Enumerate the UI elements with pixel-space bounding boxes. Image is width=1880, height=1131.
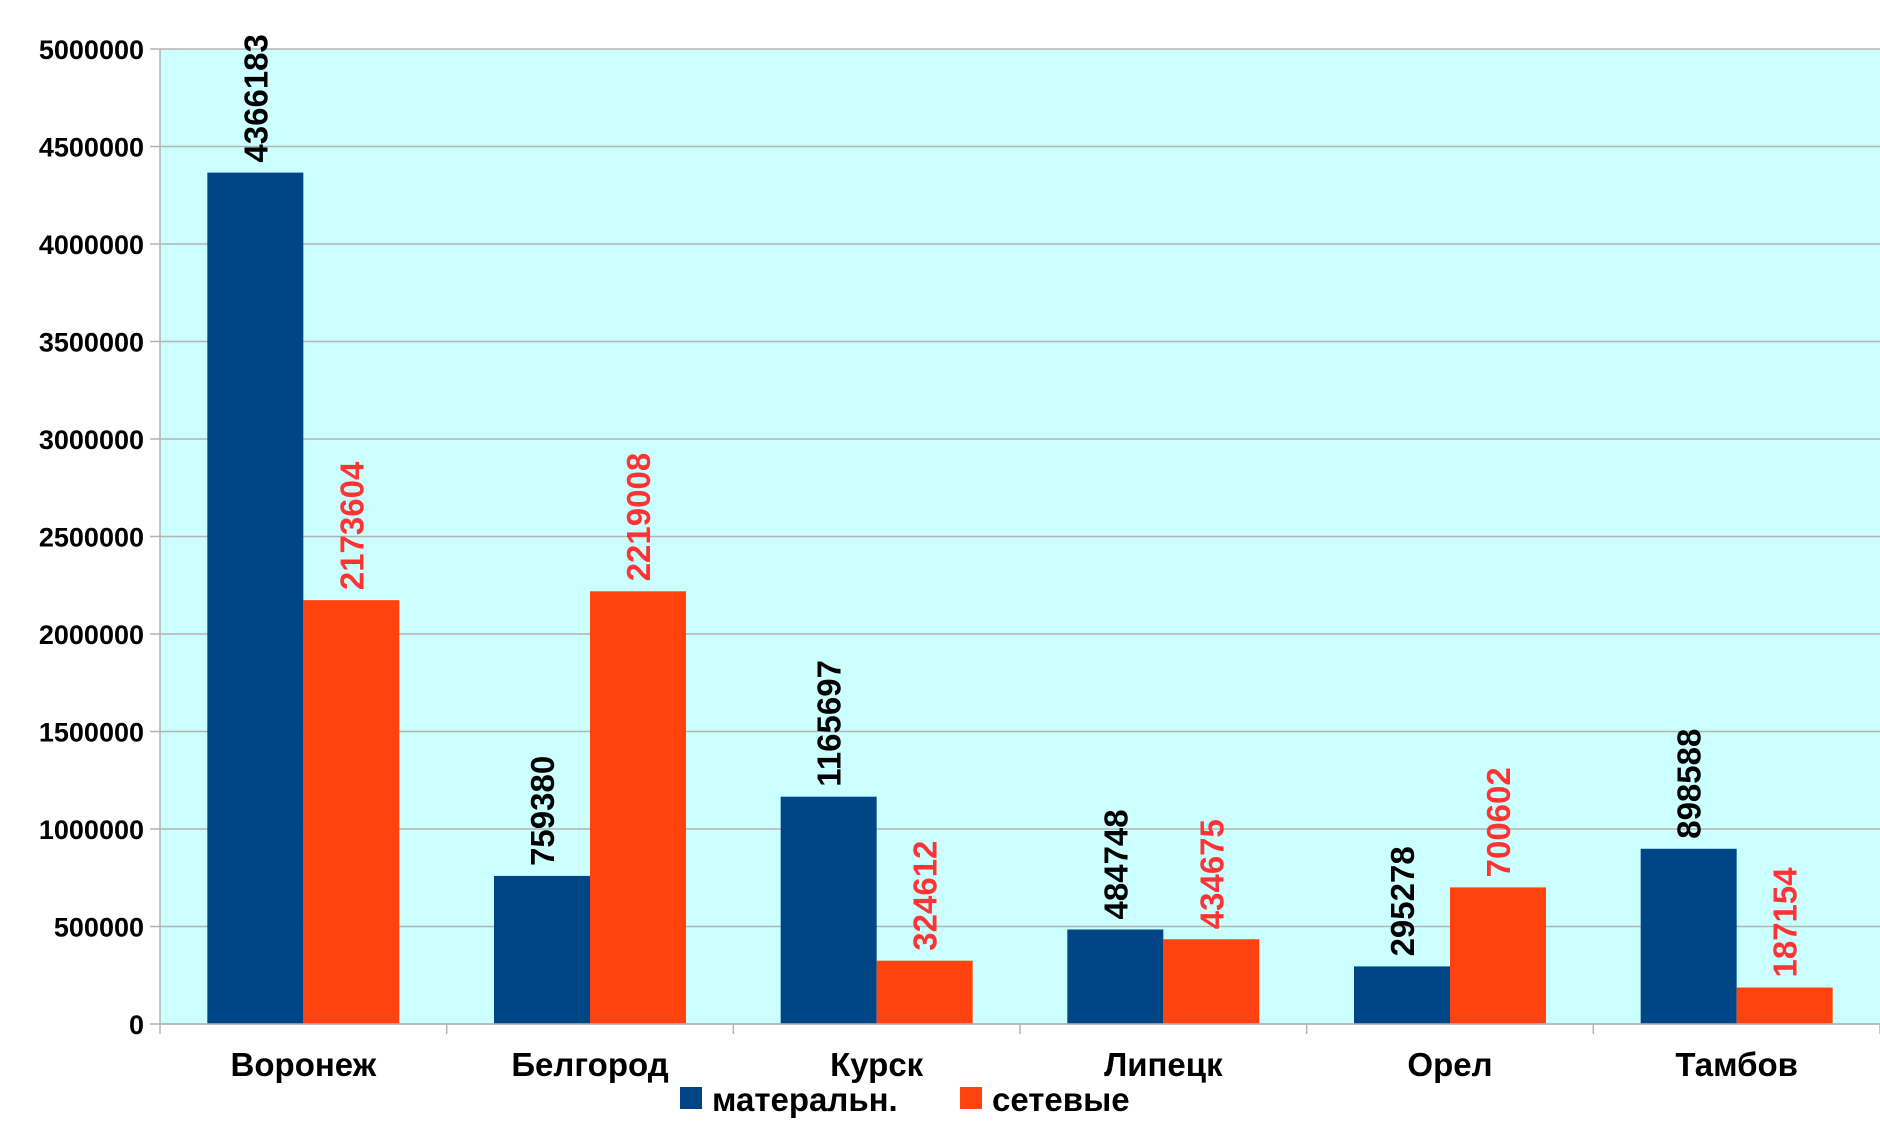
legend-label: сетевые [992,1081,1130,1118]
bar [1736,987,1833,1024]
data-label: 187154 [1767,867,1804,978]
y-tick-label: 4500000 [39,133,144,163]
y-tick-label: 500000 [54,913,144,943]
y-tick-label: 1000000 [39,815,144,845]
legend-label: матеральн. [712,1081,898,1118]
bar [494,875,590,1024]
category-label: Липецк [1104,1046,1223,1083]
bars [207,172,1833,1025]
bar [1640,848,1737,1024]
data-label: 2173604 [333,461,370,590]
data-label: 4366183 [237,34,274,162]
category-label: Белгород [511,1046,668,1083]
y-tick-label: 3500000 [39,328,144,358]
legend-swatch [960,1087,982,1109]
data-label: 759380 [524,756,561,866]
bar [1067,929,1164,1024]
data-label: 700602 [1480,767,1517,877]
y-tick-label: 5000000 [39,35,144,65]
y-axis-tick-labels: 0 500000 1000000 1500000 2000000 2500000 30000… [39,35,144,1040]
data-labels: 4366183 2173604 759380 2219008 1165697 324612… [237,34,1803,977]
axes [159,49,1880,1034]
data-label: 898588 [1671,729,1708,839]
bar [780,796,877,1024]
bar [207,172,304,1025]
x-axis-category-labels: Воронеж Белгород Курск Липецк Орел Тамбов [231,1046,1798,1083]
data-label: 2219008 [620,453,657,581]
bar [590,591,686,1024]
bar [1450,887,1546,1024]
y-tick-label: 1500000 [39,718,144,748]
category-label: Орел [1407,1046,1492,1083]
data-label: 434675 [1193,819,1230,929]
category-label: Воронеж [231,1046,377,1083]
bar [303,600,400,1024]
legend: матеральн. сетевые [680,1081,1130,1118]
y-tick-label: 4000000 [39,230,144,260]
gridlines [150,48,1880,1025]
y-tick-label: 2000000 [39,620,144,650]
data-label: 1165697 [811,660,848,787]
data-label: 295278 [1384,846,1421,956]
bar [1354,966,1450,1024]
category-label: Курск [830,1046,924,1083]
category-label: Тамбов [1675,1046,1798,1083]
bar [1163,939,1260,1024]
data-label: 324612 [907,841,944,951]
y-tick-label: 3000000 [39,425,144,455]
y-tick-label: 0 [129,1010,144,1040]
y-tick-label: 2500000 [39,523,144,553]
legend-swatch [680,1087,702,1109]
bar [876,960,973,1024]
data-label: 484748 [1097,809,1134,919]
